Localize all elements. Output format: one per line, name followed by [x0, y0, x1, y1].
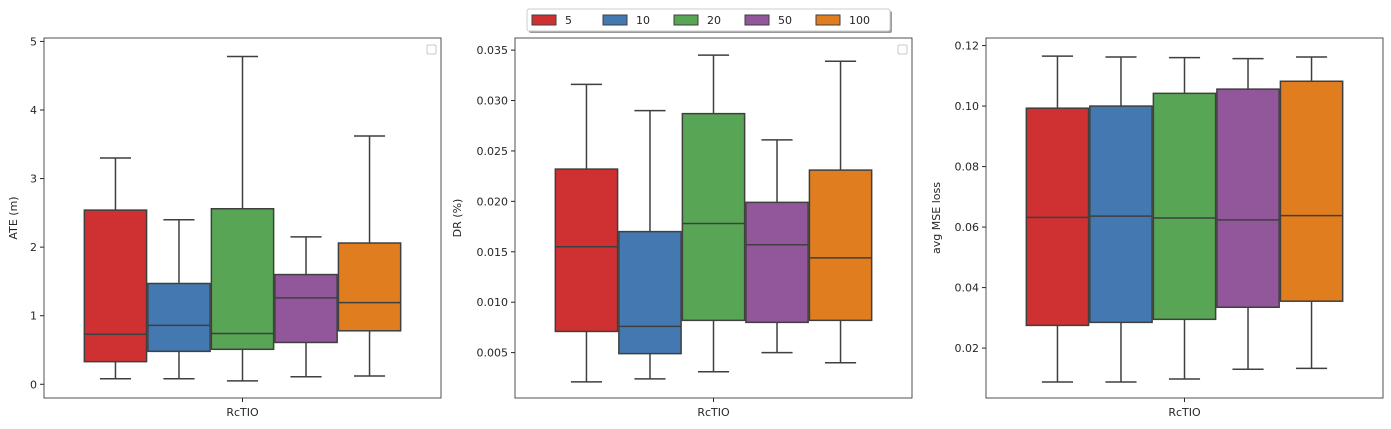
- box-20: [210, 55, 275, 382]
- legend-entry-100: 100: [815, 14, 870, 27]
- box-5: [1025, 55, 1090, 383]
- box-iqr: [808, 169, 873, 322]
- legend-entry-50: 50: [744, 14, 792, 27]
- y-tick-label: 0.10: [955, 100, 980, 113]
- y-axis-label: avg MSE loss: [930, 182, 943, 254]
- legend-swatch: [531, 14, 557, 26]
- y-axis-label: ATE (m): [7, 196, 20, 239]
- box-iqr: [1216, 88, 1280, 308]
- legend-swatch: [673, 14, 699, 26]
- box-100: [1279, 56, 1344, 370]
- box-iqr: [1279, 80, 1344, 302]
- box-iqr: [337, 242, 402, 332]
- y-tick-label: 0.035: [477, 44, 509, 57]
- legend-label: 5: [565, 14, 572, 27]
- empty-legend-box: [426, 44, 437, 55]
- box-iqr: [147, 282, 211, 353]
- box-10: [1089, 56, 1153, 383]
- legend-label: 100: [849, 14, 870, 27]
- box-100: [808, 60, 873, 364]
- box-iqr: [274, 273, 338, 344]
- legend-label: 10: [636, 14, 650, 27]
- box-5: [554, 83, 619, 383]
- y-tick-label: 0.030: [477, 95, 509, 108]
- y-tick-label: 0.020: [477, 195, 509, 208]
- box-iqr: [1089, 105, 1153, 324]
- legend-entry-20: 20: [673, 14, 721, 27]
- y-tick-label: 4: [30, 104, 37, 117]
- y-tick-label: 0.04: [955, 282, 980, 295]
- box-iqr: [1152, 92, 1217, 321]
- y-axis-label: DR (%): [451, 199, 464, 238]
- y-tick-label: 2: [30, 241, 37, 254]
- legend-label: 20: [707, 14, 721, 27]
- box-iqr: [618, 230, 682, 355]
- y-tick-label: 0.12: [955, 40, 980, 53]
- box-iqr: [83, 209, 148, 363]
- y-tick-label: 0.025: [477, 145, 509, 158]
- box-50: [274, 236, 338, 378]
- chart-panel-3: 0.02 0.04 0.06 0.08 0.10 0.12 RcTIO avg MSE los…: [930, 37, 1384, 419]
- y-tick-label: 0.08: [955, 161, 980, 174]
- box-20: [681, 54, 746, 373]
- box-100: [337, 135, 402, 377]
- legend-swatch: [602, 14, 628, 26]
- y-tick-label: 0.02: [955, 342, 980, 355]
- legend-swatch: [744, 14, 770, 26]
- box-5: [83, 157, 148, 380]
- legend: 5 10 20 50 100: [526, 8, 892, 33]
- box-iqr: [554, 168, 619, 333]
- x-axis-label: RcTIO: [226, 406, 259, 419]
- y-tick-label: 0: [30, 378, 37, 391]
- y-tick-label: 0.005: [477, 347, 509, 360]
- legend-swatch: [815, 14, 841, 26]
- box-50: [745, 139, 809, 354]
- box-iqr: [745, 201, 809, 324]
- y-tick-label: 5: [30, 35, 37, 48]
- chart-panel-1: 0 1 2 3 4 5 RcTIO ATE (m): [7, 35, 442, 419]
- x-axis-label: RcTIO: [697, 406, 730, 419]
- y-tick-label: 0.010: [477, 296, 509, 309]
- chart-panel-2: 0.005 0.010 0.015 0.020 0.025 0.030 0.035 RcTIO…: [451, 37, 913, 419]
- y-tick-label: 0.015: [477, 246, 509, 259]
- legend-label: 50: [778, 14, 792, 27]
- x-axis-label: RcTIO: [1168, 406, 1201, 419]
- legend-entry-10: 10: [602, 14, 650, 27]
- box-iqr: [681, 112, 746, 322]
- box-20: [1152, 56, 1217, 380]
- legend-entry-5: 5: [531, 14, 572, 27]
- y-tick-label: 1: [30, 310, 37, 323]
- empty-legend-box: [897, 44, 908, 55]
- box-10: [147, 218, 211, 380]
- y-tick-label: 0.06: [955, 221, 980, 234]
- y-tick-label: 3: [30, 173, 37, 186]
- box-10: [618, 109, 682, 380]
- box-iqr: [210, 207, 275, 351]
- box-50: [1216, 57, 1280, 371]
